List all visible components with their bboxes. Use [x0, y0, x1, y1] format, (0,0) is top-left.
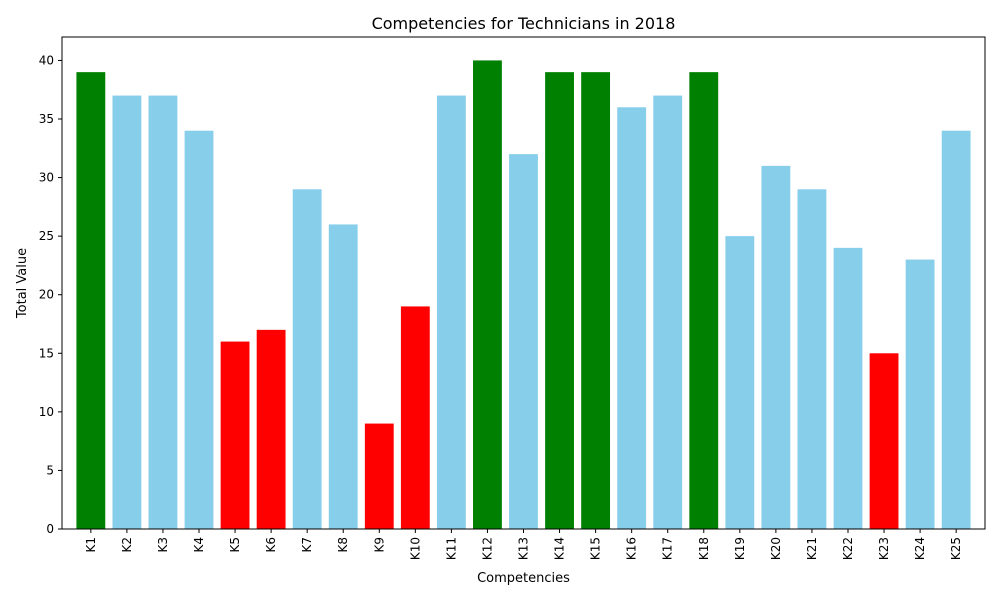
chart-title: Competencies for Technicians in 2018 [372, 14, 676, 33]
bar-k5 [220, 341, 250, 529]
y-tick-label: 20 [39, 288, 54, 302]
x-tick-label: K12 [480, 537, 494, 560]
x-tick-label: K17 [661, 537, 675, 560]
bar-k1 [76, 72, 106, 529]
y-tick-label: 5 [46, 463, 54, 477]
bar-k12 [473, 60, 502, 530]
bar-k3 [148, 95, 178, 529]
x-axis-label: Competencies [477, 571, 570, 586]
x-tick-label: K9 [372, 537, 386, 553]
bar-k17 [653, 95, 683, 529]
bar-k19 [725, 236, 755, 529]
x-tick-label: K1 [84, 537, 98, 553]
bar-k9 [364, 423, 394, 529]
bar-k10 [400, 306, 430, 529]
y-tick-label: 15 [39, 346, 54, 360]
bar-k13 [509, 154, 538, 529]
x-tick-label: K21 [805, 537, 819, 560]
x-tick-label: K8 [336, 537, 350, 553]
x-tick-label: K15 [589, 537, 603, 560]
bar-k21 [797, 189, 827, 530]
x-tick-label: K7 [300, 537, 314, 553]
bar-k2 [112, 95, 142, 529]
bar-k6 [256, 329, 286, 529]
x-tick-label: K4 [192, 537, 206, 553]
bar-k11 [436, 95, 466, 529]
bar-k20 [761, 165, 791, 530]
bar-k14 [545, 72, 574, 529]
x-tick-label: K14 [553, 537, 567, 560]
bar-k16 [617, 107, 647, 529]
x-axis-ticks: K1 K2 K3 K4 K5 K6 K7 K8 K9 K10 K11 K12 K13 K14 K15 K16 K… [84, 529, 963, 560]
y-tick-label: 0 [46, 522, 54, 536]
bar-k8 [328, 224, 358, 529]
plot-area-frame [61, 36, 986, 530]
y-tick-label: 30 [39, 171, 54, 185]
bar-k15 [581, 72, 611, 529]
x-tick-label: K16 [625, 537, 639, 560]
y-tick-label: 35 [39, 112, 54, 126]
y-axis-label: Total Value [15, 248, 30, 319]
y-tick-label: 10 [39, 405, 54, 419]
bars-group [76, 60, 971, 530]
bar-k23 [869, 353, 899, 529]
x-tick-label: K19 [733, 537, 747, 560]
bar-k18 [689, 72, 719, 529]
x-tick-label: K11 [444, 537, 458, 560]
bar-k25 [941, 130, 971, 529]
x-tick-label: K22 [841, 537, 855, 560]
x-tick-label: K23 [877, 537, 891, 560]
y-tick-label: 25 [39, 229, 54, 243]
bar-k7 [292, 189, 322, 530]
x-tick-label: K5 [228, 537, 242, 553]
x-tick-label: K6 [264, 537, 278, 553]
x-tick-label: K10 [408, 537, 422, 560]
x-tick-label: K2 [120, 537, 134, 553]
bar-k24 [905, 259, 935, 529]
x-tick-label: K24 [913, 537, 927, 560]
y-axis-ticks: 0 5 10 15 20 25 30 35 40 [39, 53, 62, 536]
x-tick-label: K20 [769, 537, 783, 560]
y-tick-label: 40 [39, 53, 54, 67]
x-tick-label: K13 [517, 537, 531, 560]
x-tick-label: K3 [156, 537, 170, 553]
x-tick-label: K25 [949, 537, 963, 560]
x-tick-label: K18 [697, 537, 711, 560]
bar-k22 [833, 247, 863, 530]
bar-k4 [184, 130, 214, 529]
